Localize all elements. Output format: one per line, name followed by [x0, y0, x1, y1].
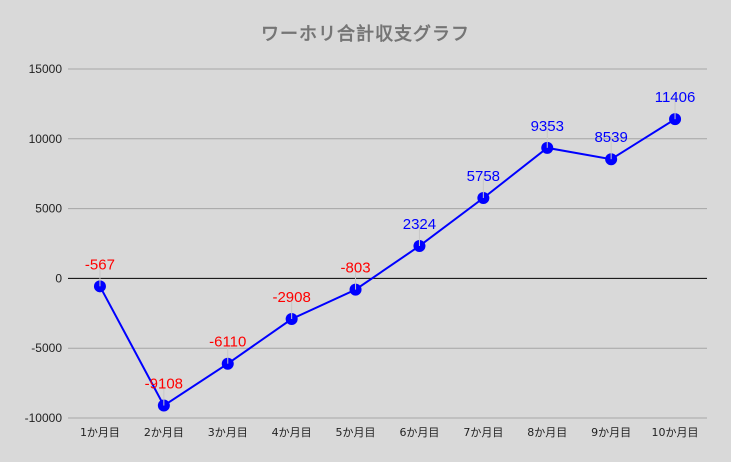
y-tick-label: 0 — [55, 271, 62, 285]
x-tick-label: 9か月目 — [591, 426, 631, 439]
x-axis-labels: 1か月目 2か月目 3か月目 4か月目 5か月目 6か月目 7か月目 8か月目 9か月目 10か月… — [80, 426, 699, 439]
x-tick-label: 7か月目 — [463, 426, 503, 439]
data-label: 11406 — [655, 89, 696, 106]
y-tick-label: -5000 — [31, 341, 62, 355]
data-labels: -567 -9108 -6110 -2908 -803 2324 5758 9353 8539 1… — [85, 89, 696, 406]
data-label: 9353 — [531, 118, 564, 135]
data-label: -6110 — [209, 334, 246, 351]
y-tick-label: 15000 — [29, 62, 63, 76]
x-tick-label: 6か月目 — [399, 426, 439, 439]
y-axis-labels: 15000 10000 5000 0 -5000 -10000 — [25, 62, 63, 425]
data-label: 2324 — [403, 216, 436, 233]
y-tick-label: 10000 — [29, 132, 63, 146]
x-tick-label: 3か月目 — [208, 426, 248, 439]
data-label: -2908 — [272, 289, 310, 306]
data-label: -803 — [341, 260, 371, 277]
chart-title: ワーホリ合計収支グラフ — [261, 24, 470, 45]
series-line — [99, 118, 676, 407]
x-tick-label: 8か月目 — [527, 426, 567, 439]
data-label: 8539 — [594, 129, 627, 146]
y-tick-label: 5000 — [35, 202, 62, 216]
gridlines — [68, 68, 707, 419]
x-tick-label: 1か月目 — [80, 426, 120, 439]
data-series — [93, 113, 682, 412]
x-tick-label: 2か月目 — [144, 426, 184, 439]
data-label: 5758 — [467, 168, 500, 185]
data-label: -9108 — [145, 376, 183, 393]
x-tick-label: 10か月目 — [652, 426, 699, 439]
x-tick-label: 4か月目 — [272, 426, 312, 439]
x-tick-label: 5か月目 — [336, 426, 376, 439]
y-tick-label: -10000 — [25, 411, 63, 425]
data-label: -567 — [85, 256, 115, 273]
